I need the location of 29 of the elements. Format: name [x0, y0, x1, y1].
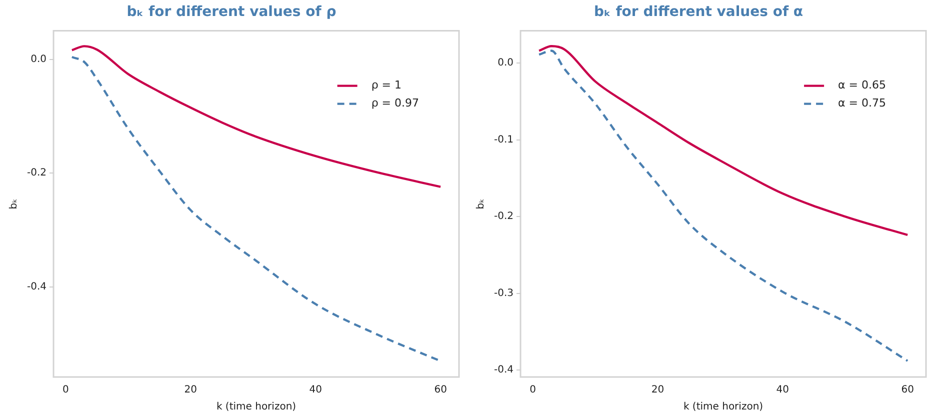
chart-title: bₖ for different values of α: [594, 4, 804, 20]
chart-title: bₖ for different values of ρ: [126, 4, 336, 20]
x-tick-label: 20: [184, 384, 198, 396]
x-tick-label: 60: [434, 384, 447, 396]
x-tick-label: 40: [309, 384, 322, 396]
y-tick-label: -0.2: [494, 211, 514, 222]
line-series: [538, 50, 909, 362]
y-axis-title: bₖ: [476, 198, 487, 210]
x-tick-label: 0: [530, 384, 536, 396]
line-series: [538, 45, 909, 236]
y-tick-label: 0.0: [30, 54, 47, 65]
line-series: [70, 45, 442, 188]
legend-label: ρ = 1: [371, 78, 402, 92]
x-tick-label: 40: [776, 384, 790, 396]
y-tick-label: -0.3: [494, 288, 514, 299]
x-axis-title: k (time horizon): [683, 402, 764, 413]
y-tick-label: -0.4: [26, 282, 47, 293]
y-tick-label: -0.1: [494, 134, 514, 146]
x-axis-title: k (time horizon): [216, 402, 296, 413]
y-axis-title: bₖ: [8, 198, 20, 210]
x-tick-label: 60: [901, 384, 914, 396]
y-tick-label: -0.2: [26, 168, 47, 179]
legend-label: α = 0.75: [838, 96, 886, 110]
x-tick-label: 20: [651, 384, 664, 396]
x-tick-label: 0: [62, 384, 69, 396]
legend-label: ρ = 0.97: [371, 96, 420, 110]
y-tick-label: 0.0: [498, 58, 514, 69]
legend-label: α = 0.65: [838, 78, 886, 92]
y-tick-label: -0.4: [494, 364, 514, 376]
